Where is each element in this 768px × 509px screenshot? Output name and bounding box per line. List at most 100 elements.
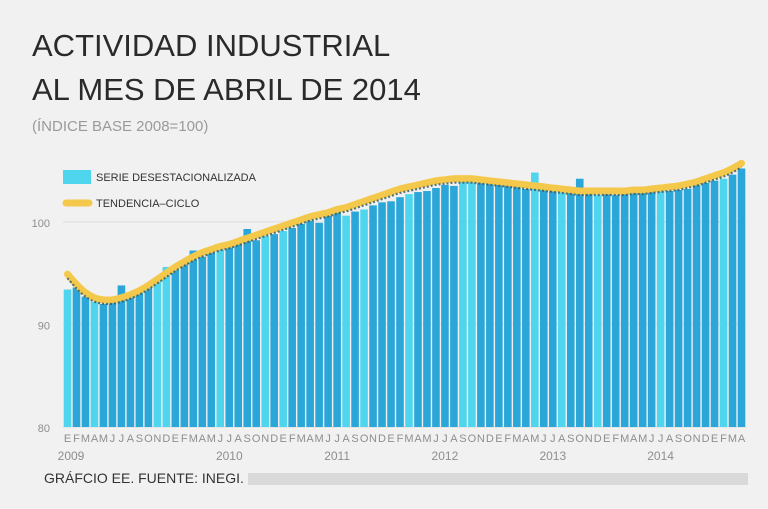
x-month-label: M — [315, 433, 324, 445]
bar — [180, 262, 189, 427]
bar — [540, 185, 548, 427]
trend-line-shadow — [66, 166, 743, 306]
trend-line-outer — [64, 159, 745, 304]
x-month-label: E — [280, 433, 287, 445]
x-year-label-2013: 2013 — [539, 449, 566, 463]
x-month-label: F — [612, 433, 619, 445]
bar — [225, 247, 234, 427]
x-month-label: N — [369, 433, 377, 445]
trend-series — [64, 159, 745, 306]
x-month-label: J — [649, 433, 655, 445]
bar — [117, 285, 126, 427]
bar — [575, 178, 584, 427]
x-year-label-2011: 2011 — [324, 449, 350, 463]
x-month-label: E — [64, 433, 71, 445]
bar — [531, 172, 539, 427]
bar — [153, 280, 162, 427]
y-tick-label-80: 80 — [38, 423, 50, 435]
bar — [432, 187, 440, 427]
x-month-label: M — [422, 433, 431, 445]
legend-label-trend: TENDENCIA–CICLO — [96, 198, 200, 210]
x-month-label: M — [638, 433, 647, 445]
x-month-label: D — [378, 433, 386, 445]
x-month-label: S — [675, 433, 682, 445]
x-month-label: N — [477, 433, 485, 445]
bar — [665, 191, 674, 427]
bar — [423, 191, 431, 427]
bar — [315, 222, 323, 427]
x-month-label: A — [127, 433, 135, 445]
bar — [647, 185, 656, 427]
bar — [369, 205, 377, 427]
bar — [656, 191, 665, 427]
legend: SERIE DESESTACIONALIZADA TENDENCIA–CICLO — [62, 170, 257, 210]
bar — [171, 270, 180, 427]
x-month-label: A — [630, 433, 638, 445]
x-month-label: A — [91, 433, 99, 445]
chart-title-line-2: AL MES DE ABRIL DE 2014 — [32, 72, 421, 107]
x-month-label: S — [567, 433, 574, 445]
bar — [387, 201, 395, 427]
bar — [692, 184, 701, 427]
bar — [189, 250, 198, 427]
bar — [333, 211, 341, 427]
bar — [629, 192, 638, 427]
x-month-label: J — [334, 433, 340, 445]
x-month-label: F — [289, 433, 296, 445]
bar — [710, 180, 719, 427]
x-month-label: S — [351, 433, 358, 445]
x-month-label: M — [728, 433, 737, 445]
y-tick-label-90: 90 — [38, 320, 50, 332]
bar — [737, 168, 746, 427]
bar — [468, 180, 476, 427]
bar — [243, 229, 252, 427]
x-month-label: J — [550, 433, 556, 445]
bar — [611, 195, 620, 427]
bar — [270, 234, 278, 427]
x-month-label: M — [81, 433, 90, 445]
bar — [441, 184, 449, 427]
x-month-label: E — [172, 433, 179, 445]
x-month-label: A — [522, 433, 530, 445]
bar — [620, 193, 629, 427]
bar — [162, 266, 171, 427]
x-month-label: M — [404, 433, 413, 445]
x-month-label: J — [541, 433, 547, 445]
x-year-label-2014: 2014 — [647, 449, 674, 463]
bar — [351, 211, 359, 427]
x-month-label: S — [459, 433, 466, 445]
chart-title-line-1: ACTIVIDAD INDUSTRIAL — [32, 28, 391, 63]
bar — [279, 231, 287, 427]
y-axis: 80 90 100 — [32, 218, 50, 435]
bar — [459, 181, 467, 427]
x-month-label: O — [683, 433, 692, 445]
x-month-label: J — [325, 433, 331, 445]
x-year-label-2009: 2009 — [58, 449, 85, 463]
x-month-label: A — [450, 433, 458, 445]
x-month-label: E — [603, 433, 610, 445]
bar — [81, 296, 90, 427]
x-month-label: O — [144, 433, 153, 445]
bar — [566, 187, 575, 427]
x-month-label: F — [181, 433, 188, 445]
source-note: GRÁFCIO EE. FUENTE: INEGI. — [44, 470, 244, 486]
x-month-label: D — [702, 433, 710, 445]
x-month-label: A — [558, 433, 566, 445]
x-month-label: M — [530, 433, 539, 445]
bar — [342, 215, 350, 427]
x-month-label: M — [207, 433, 216, 445]
bar — [99, 303, 108, 427]
bar — [324, 215, 332, 427]
bar — [360, 209, 368, 427]
x-month-label: N — [693, 433, 701, 445]
bar — [593, 195, 602, 427]
bar-series — [63, 168, 746, 427]
x-month-label: J — [119, 433, 125, 445]
x-month-label: D — [162, 433, 170, 445]
x-month-label: N — [261, 433, 269, 445]
x-month-label: S — [136, 433, 143, 445]
bar — [504, 183, 512, 427]
x-month-label: E — [711, 433, 718, 445]
bar — [450, 185, 458, 427]
